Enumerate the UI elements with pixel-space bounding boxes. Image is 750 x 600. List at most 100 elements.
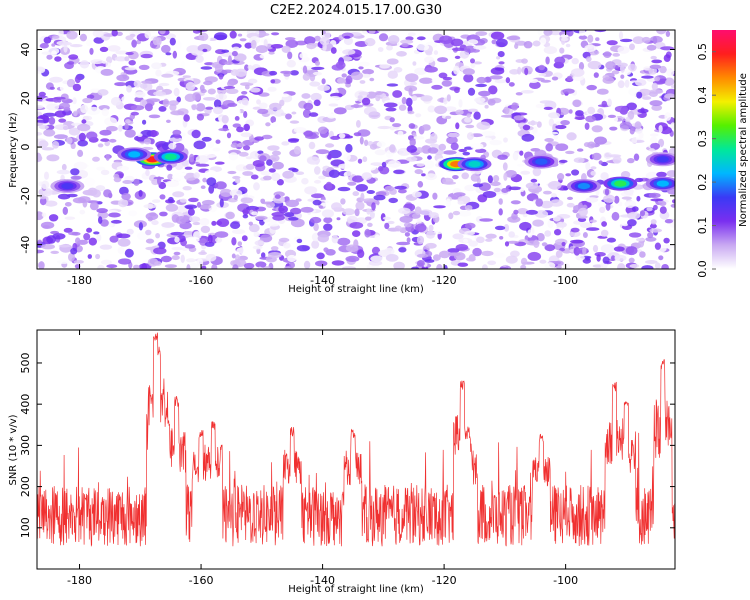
heatmap-blob [393,67,403,73]
heatmap-blob [476,236,485,244]
heatmap-blob [79,209,86,215]
heatmap-blob [641,265,654,269]
heatmap-blob [496,38,508,48]
heatmap-blob [106,125,118,132]
heatmap-blob [398,247,407,253]
heatmap-blob [647,232,654,239]
heatmap-blob [539,100,553,104]
heatmap-blob [122,180,133,184]
heatmap-blob [433,50,439,55]
heatmap-blob [302,65,308,74]
heatmap-blob [457,200,464,205]
heatmap-blob [271,172,281,182]
heatmap-blob [236,103,242,107]
heatmap-blob [74,264,81,269]
heatmap-blob [465,124,475,129]
heatmap-blob [636,91,643,99]
heatmap-blob [470,62,476,68]
heatmap-blob [605,61,616,70]
heatmap-blob [406,145,418,153]
heatmap-blob [318,205,323,209]
heatmap-blob [291,168,299,173]
heatmap-blob [385,254,399,262]
snr-y-label: SNR (10 * v/v) [8,414,19,485]
heatmap-blob [448,212,454,220]
heatmap-blob [159,194,166,200]
heatmap-blob [345,143,353,153]
heatmap-blob [454,87,460,94]
heatmap-blob [462,151,471,156]
heatmap-blob [285,199,300,208]
heatmap-blob [160,255,172,263]
heatmap-blob [529,81,541,89]
heatmap-blob [203,80,213,86]
heatmap-blob [664,219,674,224]
heatmap-blob [650,219,657,225]
heatmap-blob [241,235,248,242]
heatmap-blob [536,233,545,242]
heatmap-blob [54,110,67,118]
heatmap-blob [433,205,446,209]
heatmap-blob [530,178,538,183]
heatmap-blob [267,222,280,227]
heatmap-blob [301,93,311,99]
heatmap-blob [514,43,519,49]
heatmap-blob [331,234,339,244]
heatmap-blob [463,238,469,244]
heatmap-blob [137,133,143,138]
heatmap-blob [639,251,646,258]
heatmap-blob [51,43,56,47]
heatmap-blob [476,121,491,130]
heatmap-blob [358,91,370,96]
heatmap-blob [72,83,82,92]
heatmap-blob [369,143,378,150]
heatmap-blob [556,265,562,269]
heatmap-blob [650,142,660,150]
heatmap-blob [287,254,297,263]
heatmap-blob [259,54,269,59]
heatmap-blob [511,102,518,111]
heatmap-blob [426,230,435,239]
heatmap-blob [607,98,612,107]
heatmap-blob [186,258,196,263]
heatmap-blob [57,193,71,200]
heatmap-blob [318,175,326,180]
heatmap-blob [100,169,110,176]
heatmap-blob [411,266,420,269]
heatmap-blob [532,40,541,47]
heatmap-blob [533,132,541,138]
heatmap-blob [620,38,633,43]
heatmap-blob [634,177,644,183]
heatmap-blob [658,124,663,133]
heatmap-blob [196,113,204,121]
heatmap-blob [346,215,358,224]
heatmap-blob [182,186,192,191]
heatmap-blob [584,44,597,52]
heatmap-blob [321,30,326,35]
heatmap-blob [457,262,469,267]
heatmap-blob [169,137,183,143]
heatmap-blob [221,49,230,53]
heatmap-blob [280,70,292,74]
heatmap-blob [275,37,285,44]
heatmap-blob [53,96,66,100]
heatmap-blob [128,60,136,66]
heatmap-blob [441,80,452,87]
heatmap-blob [141,80,152,84]
heatmap-blob [464,117,472,123]
heatmap-blob [350,104,364,108]
heatmap-blob [383,102,398,108]
heatmap-blob [280,93,290,98]
heatmap-blob [126,228,134,235]
heatmap-blob [568,140,577,146]
x-tick-label: -140 [310,274,335,287]
heatmap-blob [603,194,616,203]
heatmap-blob [228,152,238,161]
heatmap-blob [505,77,511,84]
heatmap-blob [446,136,458,145]
heatmap-blob [443,97,448,105]
heatmap-blob [496,56,501,60]
heatmap-blob [106,264,118,269]
heatmap-blob [231,253,236,259]
heatmap-blob [250,87,261,93]
